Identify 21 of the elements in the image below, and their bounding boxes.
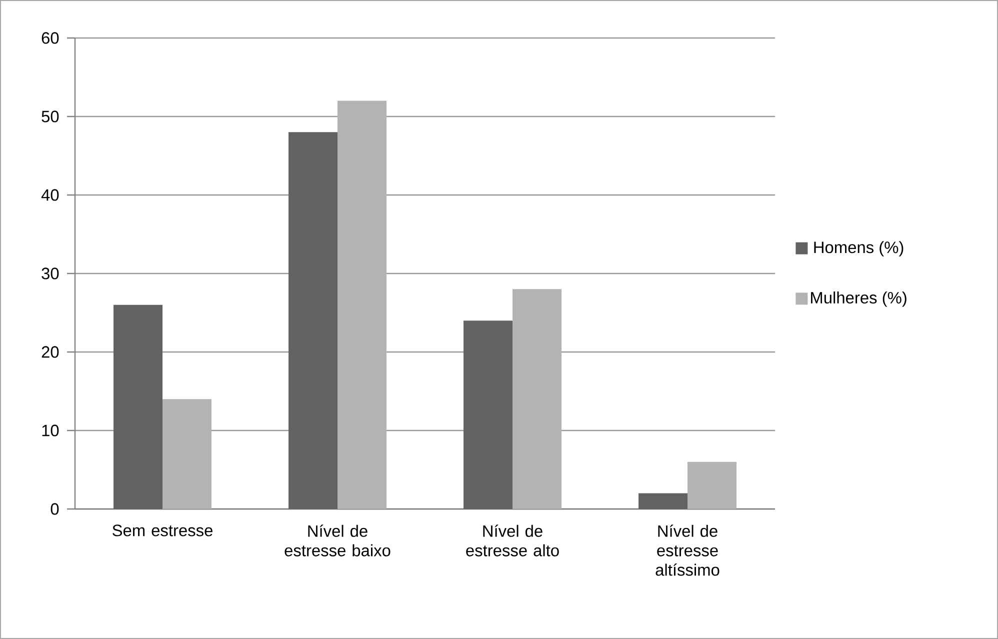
bar [688,462,737,509]
legend-label: Mulheres (%) [811,291,906,307]
y-tick-label: 20 [42,346,59,358]
x-tick-label: Nível de estresse baixo [284,524,390,556]
x-tick-label: Nível de estresse alto [466,524,559,556]
bar [114,304,163,509]
x-tick-label: Sem estresse [112,524,212,536]
y-tick-label: 10 [42,424,59,436]
bar [338,100,387,509]
x-tick-label: Nível de estresse altíssimo [656,524,720,576]
bar [288,132,338,509]
legend-label: Homens (%) [814,241,904,256]
bar [638,493,688,509]
bar [464,320,513,509]
y-tick-label: 50 [42,110,59,122]
bar [512,289,562,509]
y-tick-label: 40 [41,189,59,201]
y-tick-label: 60 [42,32,59,44]
y-tick-label: 0 [50,503,59,515]
y-tick-label: 30 [42,268,59,280]
bar [162,399,212,509]
